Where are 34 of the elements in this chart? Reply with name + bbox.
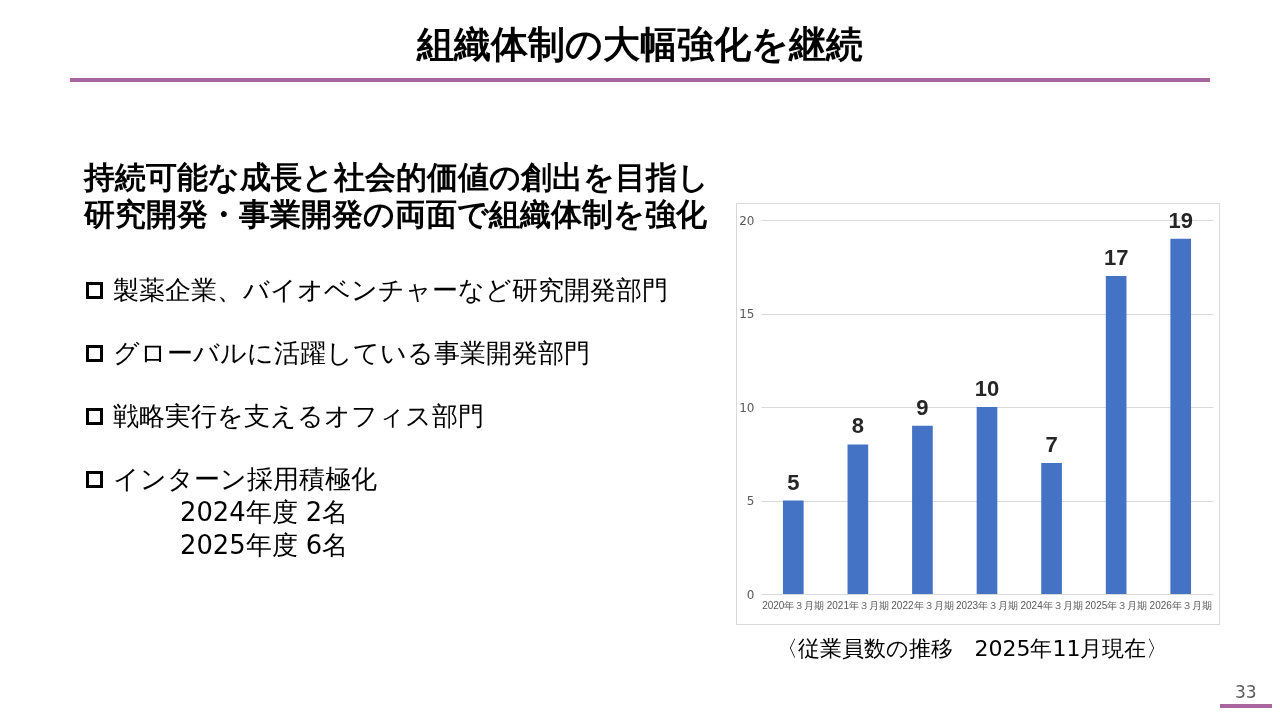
x-tick-label: 2025年３月期	[1085, 599, 1148, 611]
text: 33	[1235, 681, 1257, 703]
text: 組織体制の大幅強化を継続	[417, 23, 863, 66]
data-label: 7	[1045, 432, 1058, 458]
bar	[976, 407, 998, 594]
bar	[1170, 238, 1192, 594]
data-label: 19	[1168, 207, 1193, 233]
x-tick-label: 2021年３月期	[826, 599, 889, 611]
x-tick-label: 2024年３月期	[1020, 599, 1083, 611]
bar	[782, 500, 804, 594]
bar	[1041, 463, 1062, 594]
text: 持続可能な成長と社会的価値の創出を目指し研究開発・事業開発の両面で組織体制を強化	[84, 159, 710, 233]
data-label: 8	[851, 413, 864, 439]
y-tick-label: 15	[739, 307, 755, 321]
data-label: 10	[974, 376, 1000, 401]
y-tick-label: 5	[746, 494, 755, 508]
bar	[912, 425, 933, 594]
x-tick-label: 2022年３月期	[891, 599, 954, 611]
text: 戦略実行を支えるオフィス部門	[113, 400, 484, 433]
y-tick-label: 0	[746, 587, 755, 602]
x-tick-label: 2026年３月期	[1149, 599, 1212, 611]
text: 製薬企業、バイオベンチャーなど研究開発部門	[113, 274, 668, 307]
y-tick-label: 10	[739, 400, 755, 415]
text: 〈従業員数の推移 2025年11月現在〉	[775, 635, 1169, 663]
text: インターン採用積極化 2024年度 2名 2025年度 6名	[113, 463, 377, 562]
data-label: 5	[787, 469, 800, 495]
x-tick-label: 2020年３月期	[762, 599, 825, 611]
bar	[847, 444, 869, 594]
data-label: 9	[916, 394, 929, 420]
y-tick-label: 20	[739, 213, 755, 228]
text: グローバルに活躍している事業開発部門	[113, 337, 590, 370]
bar	[1105, 276, 1127, 594]
x-tick-label: 2023年３月期	[955, 599, 1019, 611]
data-label: 17	[1103, 245, 1129, 271]
